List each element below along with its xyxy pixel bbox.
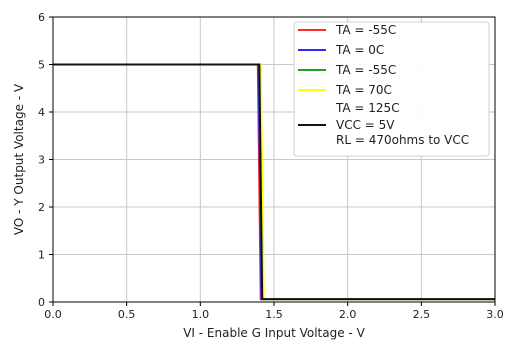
legend-label: TA = 0C	[335, 43, 384, 57]
legend-box	[293, 21, 490, 157]
x-tick-label: 0.5	[118, 308, 136, 321]
y-tick-label: 2	[38, 201, 45, 214]
legend: TA = -55C TA = 0C TA = -55C TA = 70C TA = 12…	[293, 21, 490, 157]
y-tick-label: 5	[38, 59, 45, 72]
legend-label: TA = 70C	[335, 83, 392, 97]
x-tick-label: 0.0	[44, 308, 62, 321]
x-tick-label: 2.0	[339, 308, 357, 321]
y-axis-label: VO - Y Output Voltage - V	[12, 83, 26, 235]
y-tick-label: 1	[38, 249, 45, 262]
ticks: 0.0 0.5 1.0 1.5 2.0 2.5 3.0 0 1 2 3 4 5 6	[38, 11, 504, 321]
y-tick-label: 0	[38, 296, 45, 309]
y-tick-label: 3	[38, 154, 45, 167]
series-line-5	[53, 63, 495, 301]
legend-label: VCC = 5V RL = 470ohms to VCC	[336, 118, 469, 147]
y-tick-label: 4	[38, 106, 45, 119]
x-tick-label: 1.0	[192, 308, 210, 321]
legend-label: TA = 125C	[335, 101, 400, 115]
x-tick-label: 1.5	[265, 308, 283, 321]
legend-label: TA = -55C	[335, 63, 396, 77]
series-layer	[53, 63, 495, 301]
x-tick-label: 2.5	[413, 308, 431, 321]
legend-label: TA = -55C	[335, 23, 396, 37]
x-tick-label: 3.0	[486, 308, 504, 321]
x-axis-label: VI - Enable G Input Voltage - V	[183, 326, 365, 340]
y-tick-label: 6	[38, 11, 45, 24]
